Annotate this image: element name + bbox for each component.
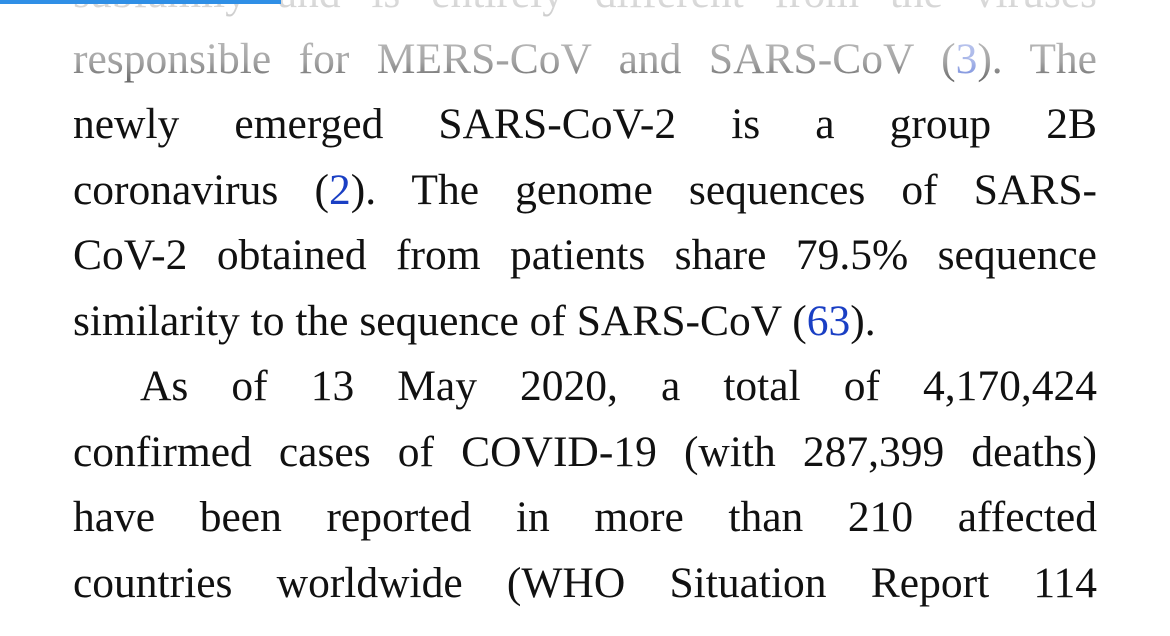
citation-link-2[interactable]: 2 bbox=[328, 165, 351, 214]
text-span: similarity to the sequence of SARS-CoV ( bbox=[73, 296, 807, 345]
citation-link-63[interactable]: 63 bbox=[806, 296, 851, 345]
text-span: ). The bbox=[977, 34, 1097, 83]
text-span: confirmed cases of COVID-19 (with 287,39… bbox=[73, 427, 1097, 476]
reading-progress-bar bbox=[0, 0, 1170, 4]
text-line: responsible for MERS-CoV and SARS-CoV (3… bbox=[73, 27, 1097, 93]
text-span: ). The genome sequences of SARS- bbox=[350, 165, 1098, 214]
text-line: As of 13 May 2020, a total of 4,170,424 bbox=[73, 354, 1097, 420]
text-span: coronavirus ( bbox=[73, 165, 329, 214]
text-span: newly emerged SARS-CoV-2 is a group 2B bbox=[73, 100, 1097, 148]
text-line: CoV-2 obtained from patients share 79.5%… bbox=[73, 223, 1097, 289]
reading-progress-fill bbox=[0, 0, 281, 4]
text-span: have been reported in more than 210 affe… bbox=[73, 493, 1097, 541]
text-line: coronavirus (2). The genome sequences of… bbox=[73, 158, 1097, 224]
citation-link-3[interactable]: 3 bbox=[955, 34, 978, 83]
text-line: countries worldwide (WHO Situation Repor… bbox=[73, 551, 1097, 617]
article-body: subfamily and is entirely different from… bbox=[73, 0, 1097, 616]
text-line: have been reported in more than 210 affe… bbox=[73, 485, 1097, 551]
text-span: countries worldwide (WHO Situation Repor… bbox=[73, 558, 1097, 607]
text-span: As of 13 May 2020, a total of 4,170,424 bbox=[140, 362, 1097, 410]
text-line: newly emerged SARS-CoV-2 is a group 2B bbox=[73, 92, 1097, 158]
paragraph-case-counts: As of 13 May 2020, a total of 4,170,424 … bbox=[73, 354, 1097, 616]
text-span: responsible for MERS-CoV and SARS-CoV ( bbox=[73, 34, 956, 83]
text-span: ). bbox=[850, 296, 876, 345]
paragraph-coronavirus-genome: subfamily and is entirely different from… bbox=[73, 0, 1097, 354]
text-line: similarity to the sequence of SARS-CoV (… bbox=[73, 289, 1097, 355]
text-line: confirmed cases of COVID-19 (with 287,39… bbox=[73, 420, 1097, 486]
text-span: CoV-2 obtained from patients share 79.5%… bbox=[73, 231, 1097, 279]
